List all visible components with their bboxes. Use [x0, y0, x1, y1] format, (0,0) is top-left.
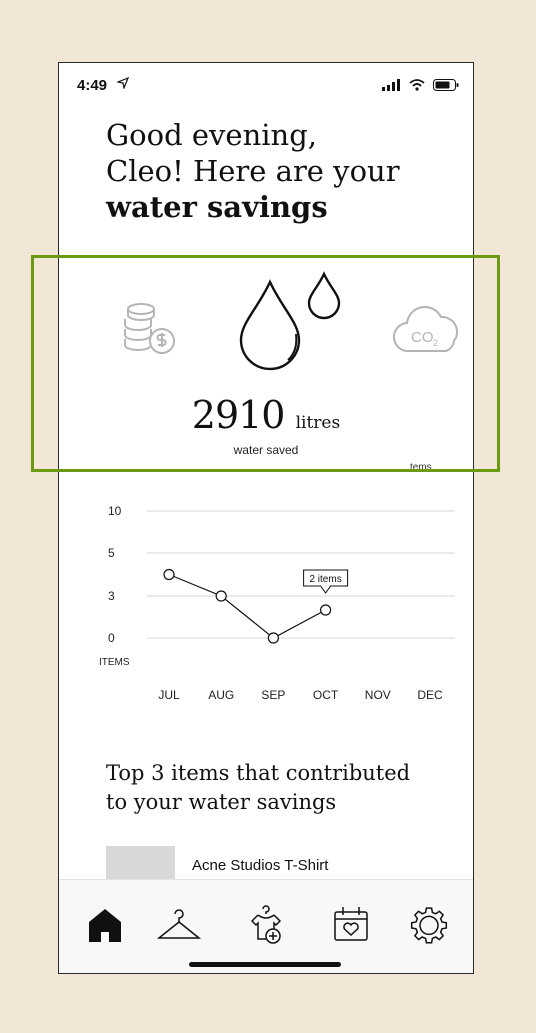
savings-value: 2910 litres — [59, 393, 473, 437]
data-point — [267, 632, 279, 644]
x-tick-label: SEP — [261, 688, 285, 702]
status-bar: 4:49 — [59, 63, 473, 107]
items-line-chart: 10 5 3 0 ITEMS JUL AUG SEP OCT NOV DEC 2 items — [99, 504, 455, 702]
top-item-row[interactable]: Acne Studios T-Shirt — [106, 846, 426, 880]
tab-home[interactable] — [83, 902, 127, 946]
item-thumbnail — [106, 846, 175, 880]
tooltip-box — [303, 569, 349, 594]
water-drops-icon[interactable] — [239, 271, 341, 371]
savings-number: 2910 — [191, 393, 286, 437]
y-tick-label: 3 — [108, 589, 115, 603]
x-tick-label: OCT — [313, 688, 339, 702]
tab-calendar[interactable] — [329, 902, 373, 946]
phone-screen: 4:49 Good evening, Cleo! H — [58, 62, 474, 974]
add-clothing-icon — [250, 905, 282, 944]
top-items-title: Top 3 items that contributed to your wat… — [106, 759, 446, 817]
greeting-line-2: Cleo! Here are your — [106, 154, 400, 188]
tooltip-text: 2 items — [309, 574, 341, 585]
items-fragment-label: tems — [410, 462, 432, 473]
savings-caption: water saved — [233, 443, 299, 457]
chart-tooltip: 2 items — [303, 569, 349, 594]
x-tick-label: AUG — [208, 688, 234, 702]
tab-wardrobe[interactable] — [157, 902, 201, 946]
savings-unit: litres — [295, 413, 341, 433]
settings-gear-icon — [410, 907, 448, 944]
location-arrow-icon — [117, 77, 129, 89]
greeting-line-3: water savings — [106, 190, 328, 224]
status-time: 4:49 — [77, 77, 108, 94]
savings-type-carousel: CO 2 — [124, 271, 459, 371]
tab-settings[interactable] — [407, 902, 451, 946]
y-tick-label: 10 — [108, 504, 122, 518]
signal-icon — [382, 79, 401, 91]
home-icon — [89, 909, 121, 942]
x-tick-label: DEC — [417, 688, 443, 702]
top-items-title-line-1: Top 3 items that contributed — [106, 761, 411, 785]
tab-bar — [59, 879, 473, 973]
x-tick-label: NOV — [365, 688, 391, 702]
data-point — [163, 568, 175, 581]
y-tick-label: 5 — [108, 546, 115, 560]
svg-text:2: 2 — [433, 338, 438, 348]
data-point — [320, 604, 332, 616]
calendar-heart-icon — [334, 907, 368, 941]
wifi-icon — [408, 79, 425, 91]
x-tick-label: JUL — [158, 688, 180, 702]
item-name: Acne Studios T-Shirt — [192, 857, 329, 874]
greeting-line-1: Good evening, — [106, 118, 317, 152]
data-point — [215, 590, 227, 602]
status-icons — [382, 78, 459, 96]
home-indicator[interactable] — [189, 962, 341, 967]
tab-add-item[interactable] — [244, 902, 288, 946]
greeting-heading: Good evening, Cleo! Here are your water … — [106, 117, 446, 225]
y-tick-label: 0 — [108, 631, 115, 645]
svg-text:CO: CO — [411, 329, 434, 346]
battery-icon — [433, 79, 459, 91]
series-line — [168, 573, 326, 639]
co2-cloud-icon[interactable]: CO 2 — [392, 306, 459, 353]
top-items-title-line-2: to your water savings — [106, 790, 337, 814]
hanger-icon — [157, 909, 201, 939]
y-axis-label: ITEMS — [99, 657, 130, 668]
money-coins-icon[interactable] — [124, 303, 175, 354]
